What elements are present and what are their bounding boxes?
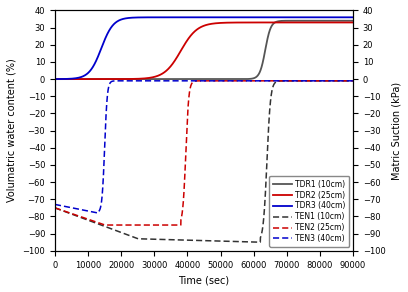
TDR3 (40cm) — [70, 77, 75, 80]
Y-axis label: Matric Suction (kPa): Matric Suction (kPa) — [391, 81, 401, 180]
TDR1 (10cm) — [235, 77, 240, 81]
Y-axis label: Volumatric water content (%): Volumatric water content (%) — [7, 59, 17, 202]
TEN2 (25cm) — [350, 79, 355, 83]
TDR3 (40cm) — [350, 15, 355, 19]
Line: TEN1 (10cm): TEN1 (10cm) — [55, 81, 353, 242]
TEN3 (40cm) — [70, 206, 75, 210]
TEN2 (25cm) — [235, 79, 240, 83]
Legend: TDR1 (10cm), TDR2 (25cm), TDR3 (40cm), TEN1 (10cm), TEN2 (25cm), TEN3 (40cm): TDR1 (10cm), TDR2 (25cm), TDR3 (40cm), T… — [269, 176, 349, 247]
TDR2 (25cm) — [288, 21, 293, 24]
TEN3 (40cm) — [288, 79, 293, 83]
TDR1 (10cm) — [350, 19, 355, 22]
Line: TEN3 (40cm): TEN3 (40cm) — [55, 81, 353, 213]
TEN1 (10cm) — [332, 79, 337, 83]
Line: TEN2 (25cm): TEN2 (25cm) — [55, 81, 353, 225]
TEN3 (40cm) — [95, 211, 100, 215]
TDR2 (25cm) — [346, 21, 350, 24]
TEN3 (40cm) — [235, 79, 240, 83]
TDR2 (25cm) — [350, 21, 355, 24]
TEN1 (10cm) — [239, 240, 244, 244]
TEN3 (40cm) — [239, 79, 244, 83]
TEN3 (40cm) — [350, 79, 355, 83]
TEN3 (40cm) — [346, 79, 350, 83]
TEN1 (10cm) — [350, 79, 355, 83]
TEN1 (10cm) — [235, 240, 240, 243]
TEN3 (40cm) — [151, 79, 156, 83]
TDR3 (40cm) — [235, 15, 240, 19]
TDR3 (40cm) — [346, 15, 350, 19]
TDR3 (40cm) — [132, 16, 137, 19]
Line: TDR3 (40cm): TDR3 (40cm) — [55, 17, 353, 79]
TEN1 (10cm) — [258, 240, 263, 244]
TEN2 (25cm) — [53, 206, 58, 210]
Line: TDR1 (10cm): TDR1 (10cm) — [55, 21, 353, 79]
TEN2 (25cm) — [70, 212, 75, 215]
TDR3 (40cm) — [320, 15, 325, 19]
TEN1 (10cm) — [346, 79, 350, 83]
TEN1 (10cm) — [70, 213, 75, 216]
TDR3 (40cm) — [53, 77, 58, 81]
TDR3 (40cm) — [239, 15, 244, 19]
TDR3 (40cm) — [288, 15, 293, 19]
TDR1 (10cm) — [132, 77, 137, 81]
TEN2 (25cm) — [346, 79, 350, 83]
TDR2 (25cm) — [239, 21, 244, 24]
TEN2 (25cm) — [132, 223, 137, 227]
X-axis label: Time (sec): Time (sec) — [178, 275, 230, 285]
TEN3 (40cm) — [53, 203, 58, 206]
TEN3 (40cm) — [132, 79, 137, 83]
TDR1 (10cm) — [288, 19, 293, 22]
Line: TDR2 (25cm): TDR2 (25cm) — [55, 22, 353, 79]
TDR2 (25cm) — [132, 77, 137, 81]
TEN1 (10cm) — [53, 206, 58, 210]
TDR2 (25cm) — [70, 77, 75, 81]
TEN2 (25cm) — [102, 223, 107, 227]
TDR1 (10cm) — [70, 77, 75, 81]
TEN2 (25cm) — [239, 79, 244, 83]
TDR2 (25cm) — [53, 77, 58, 81]
TDR2 (25cm) — [235, 21, 240, 24]
TDR1 (10cm) — [53, 77, 58, 81]
TEN2 (25cm) — [239, 79, 244, 83]
TEN1 (10cm) — [288, 79, 293, 83]
TDR1 (10cm) — [239, 77, 244, 81]
TDR1 (10cm) — [346, 19, 350, 22]
TEN1 (10cm) — [132, 236, 137, 239]
TEN2 (25cm) — [288, 79, 293, 83]
